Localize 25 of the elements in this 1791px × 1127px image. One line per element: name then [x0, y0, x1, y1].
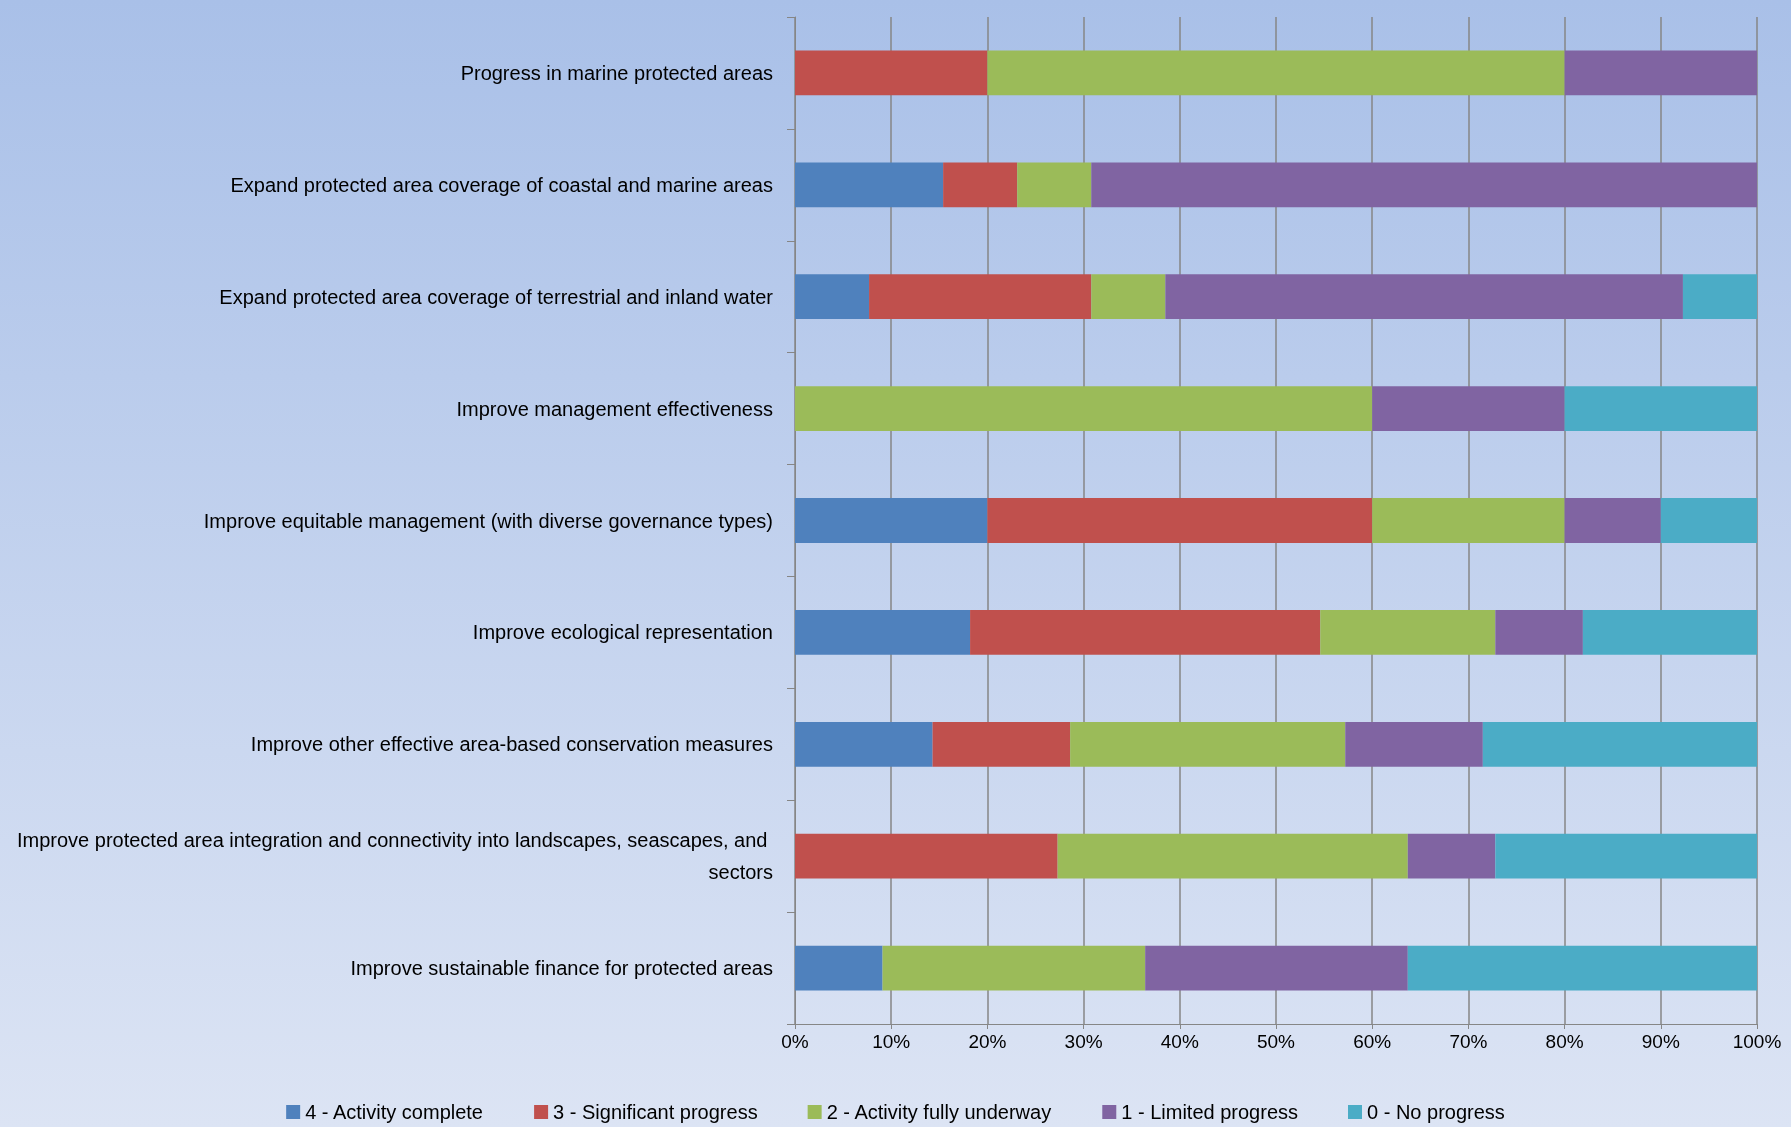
x-tick-label: 90%	[1641, 1031, 1680, 1052]
y-tick-label: Improve other effective area-based conservation measures	[250, 733, 773, 756]
x-tick-label: 20%	[968, 1031, 1007, 1052]
x-tick-label: 80%	[1545, 1031, 1584, 1052]
y-tick-label: Improve equitable management (with diverse governance types)	[203, 509, 773, 532]
y-tick-label: Expand protected area coverage of terrestrial and inland water	[219, 285, 774, 308]
legend-label: 3 - Significant progress	[553, 1101, 758, 1123]
x-tick-label: 50%	[1256, 1031, 1296, 1052]
legend-label: 0 - No progress	[1367, 1101, 1505, 1123]
legend-label: 1 - Limited progress	[1121, 1101, 1299, 1123]
x-tick-label: 60%	[1353, 1031, 1392, 1052]
x-tick-label: 100%	[1732, 1031, 1782, 1052]
x-tick-label: 40%	[1160, 1031, 1199, 1052]
x-tick-label: 10%	[872, 1031, 911, 1052]
y-tick-label: Improve sustainable finance for protected areas	[350, 957, 773, 980]
y-tick-label: Improve protected area integration and connectivity into landscapes, seascapes, and sectors	[16, 829, 773, 884]
y-tick-label: Progress in marine protected areas	[460, 61, 773, 84]
y-tick-label: Improve ecological representation	[472, 621, 773, 644]
x-tick-label: 30%	[1064, 1031, 1103, 1052]
y-tick-label: Improve management effectiveness	[456, 397, 773, 420]
y-tick-label: Expand protected area coverage of coastal and marine areas	[230, 173, 773, 196]
legend-label: 2 - Activity fully underway	[826, 1101, 1052, 1123]
x-tick-label: 70%	[1449, 1031, 1488, 1052]
x-tick-label: 0%	[781, 1031, 809, 1052]
legend-label: 4 - Activity complete	[305, 1101, 483, 1123]
